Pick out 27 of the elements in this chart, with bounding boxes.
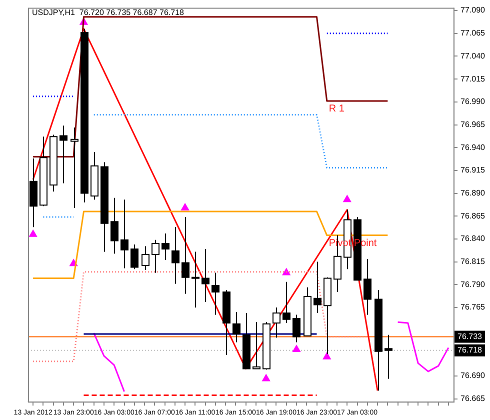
y-tick-label: 76.665 (460, 394, 486, 404)
point (292, 345, 300, 352)
y-tick-label: 76.815 (460, 257, 486, 266)
y-tick-label: 77.040 (460, 51, 486, 60)
y-tick-label: 77.090 (460, 6, 486, 15)
y-tick-label: 76.965 (460, 120, 486, 129)
y-tick-label: 76.790 (460, 280, 486, 289)
y-tick-label: 76.940 (460, 142, 486, 152)
point (322, 352, 331, 360)
point (282, 268, 290, 276)
point (181, 203, 190, 210)
y-tick-label: 76.990 (460, 97, 486, 106)
y-tick-label: 76.765 (460, 302, 486, 312)
ref-line-label: 76.733 (458, 332, 483, 341)
y-tick-label: 76.890 (460, 188, 486, 198)
point (262, 374, 270, 382)
y-tick-label: 76.840 (460, 234, 486, 244)
y-tick-label: 77.015 (460, 74, 486, 84)
y-tick-label: 77.065 (460, 28, 486, 38)
y-tick-label: 76.915 (460, 166, 486, 175)
ref-line-label: 76.718 (458, 346, 483, 355)
point (29, 230, 38, 237)
point (343, 195, 352, 202)
chart-title: USDJPY,H1 76.720 76.735 76.687 76.718 (32, 8, 185, 18)
series-label: R 1 (328, 104, 345, 115)
y-tick-label: 76.865 (460, 211, 486, 220)
y-tick-label: 76.690 (460, 371, 486, 380)
